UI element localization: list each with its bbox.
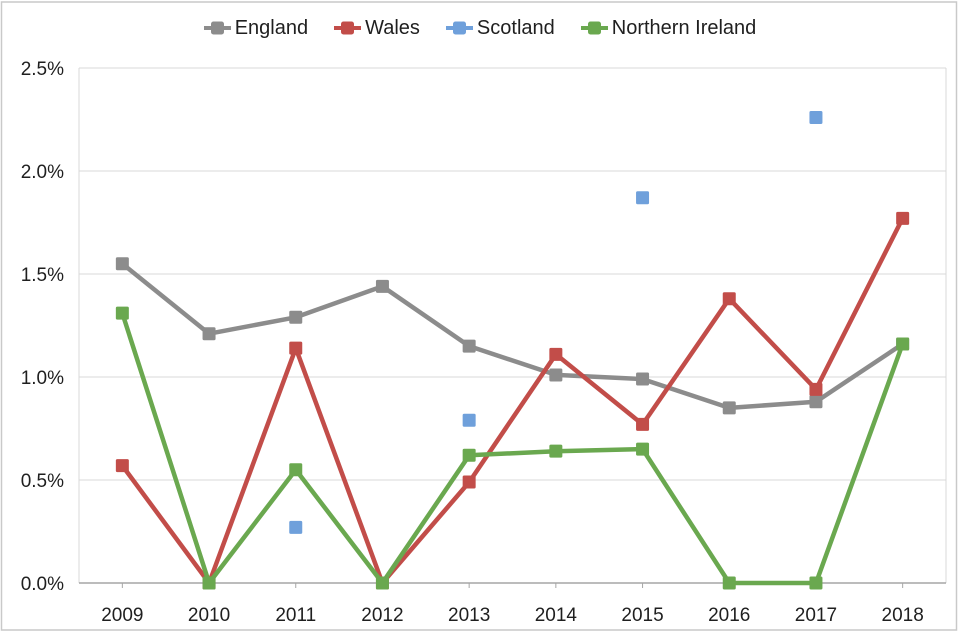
data-point-england-2013 [462,339,476,353]
data-point-northern-ireland-2011 [289,463,303,477]
data-point-england-2014 [549,368,563,382]
data-point-northern-ireland-2009 [115,306,129,320]
x-tick-label-2017: 2017 [795,605,837,626]
series-line-northern-ireland [120,310,905,586]
data-point-wales-2011 [289,341,303,355]
series-line-england [120,261,905,411]
data-point-scotland-2011 [289,520,303,534]
data-point-northern-ireland-2010 [202,576,216,590]
data-point-northern-ireland-2013 [462,448,476,462]
data-point-northern-ireland-2016 [722,576,736,590]
x-tick-label-2013: 2013 [448,605,490,626]
x-tick-label-2016: 2016 [708,605,750,626]
series-line-wales [120,216,905,586]
x-tick-label-2012: 2012 [361,605,403,626]
x-tick-label-2011: 2011 [275,605,316,626]
data-point-england-2009 [115,257,129,271]
data-point-wales-2009 [115,459,129,473]
data-point-wales-2013 [462,475,476,489]
data-point-scotland-2013 [462,413,476,427]
x-tick-label-2010: 2010 [188,605,230,626]
data-point-wales-2014 [549,347,563,361]
x-tick-label-2014: 2014 [535,605,578,626]
data-point-wales-2017 [809,382,823,396]
y-tick-label-2-5pct: 2.5% [21,59,64,80]
data-point-england-2017 [809,395,823,409]
data-point-northern-ireland-2018 [896,337,910,351]
y-tick-label-0-0pct: 0.0% [21,574,64,595]
data-point-northern-ireland-2017 [809,576,823,590]
y-tick-label-1-5pct: 1.5% [21,265,64,286]
x-tick-label-2009: 2009 [101,605,143,626]
data-point-northern-ireland-2015 [636,442,650,456]
data-point-scotland-2017 [809,110,823,124]
x-tick-label-2018: 2018 [882,605,924,626]
data-point-england-2015 [636,372,650,386]
y-tick-label-2-0pct: 2.0% [21,162,64,183]
x-tick-label-2015: 2015 [621,605,663,626]
data-point-scotland-2015 [636,191,650,205]
y-tick-label-0-5pct: 0.5% [21,471,64,492]
y-tick-label-1-0pct: 1.0% [21,368,64,389]
data-point-northern-ireland-2014 [549,444,563,458]
data-point-northern-ireland-2012 [375,576,389,590]
data-point-england-2011 [289,310,303,324]
data-point-england-2016 [722,401,736,415]
data-point-wales-2018 [896,211,910,225]
data-point-wales-2016 [722,292,736,306]
data-point-england-2010 [202,327,216,341]
data-point-england-2012 [375,279,389,293]
data-point-wales-2015 [636,417,650,431]
